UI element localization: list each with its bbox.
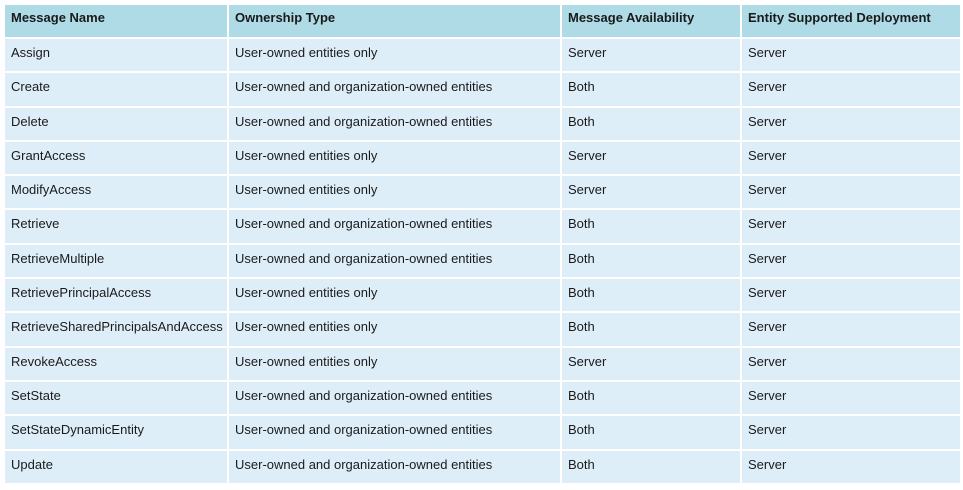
cell-entity-supported-deployment: Server: [742, 313, 960, 346]
cell-message-name: SetStateDynamicEntity: [5, 416, 227, 449]
table-row: Assign User-owned entities only Server S…: [5, 39, 960, 72]
table-row: Update User-owned and organization-owned…: [5, 450, 960, 483]
cell-message-name: RetrieveSharedPrincipalsAndAccess: [5, 313, 227, 346]
cell-ownership-type: User-owned and organization-owned entiti…: [229, 107, 560, 140]
cell-ownership-type: User-owned and organization-owned entiti…: [229, 381, 560, 415]
cell-entity-supported-deployment: Server: [742, 450, 960, 483]
cell-message-availability: Both: [562, 210, 740, 243]
cell-message-availability: Both: [562, 244, 740, 278]
cell-message-name: GrantAccess: [5, 141, 227, 175]
cell-message-name: Create: [5, 73, 227, 106]
cell-message-availability: Both: [562, 73, 740, 106]
cell-message-availability: Server: [562, 347, 740, 380]
cell-message-availability: Server: [562, 176, 740, 209]
cell-message-name: ModifyAccess: [5, 176, 227, 209]
cell-entity-supported-deployment: Server: [742, 73, 960, 106]
cell-ownership-type: User-owned and organization-owned entiti…: [229, 244, 560, 278]
cell-ownership-type: User-owned and organization-owned entiti…: [229, 210, 560, 243]
cell-message-name: RetrievePrincipalAccess: [5, 279, 227, 312]
table-header-row: Message Name Ownership Type Message Avai…: [5, 5, 960, 37]
cell-ownership-type: User-owned entities only: [229, 347, 560, 380]
cell-entity-supported-deployment: Server: [742, 210, 960, 243]
cell-entity-supported-deployment: Server: [742, 347, 960, 380]
cell-message-name: SetState: [5, 381, 227, 415]
cell-entity-supported-deployment: Server: [742, 39, 960, 72]
cell-entity-supported-deployment: Server: [742, 244, 960, 278]
header-message-name: Message Name: [5, 5, 227, 37]
cell-entity-supported-deployment: Server: [742, 176, 960, 209]
cell-ownership-type: User-owned and organization-owned entiti…: [229, 416, 560, 449]
cell-ownership-type: User-owned and organization-owned entiti…: [229, 73, 560, 106]
cell-entity-supported-deployment: Server: [742, 107, 960, 140]
cell-message-availability: Server: [562, 141, 740, 175]
cell-message-name: Delete: [5, 107, 227, 140]
cell-message-name: Retrieve: [5, 210, 227, 243]
header-ownership-type: Ownership Type: [229, 5, 560, 37]
table-row: RetrieveSharedPrincipalsAndAccess User-o…: [5, 313, 960, 346]
table-row: ModifyAccess User-owned entities only Se…: [5, 176, 960, 209]
table-row: RetrievePrincipalAccess User-owned entit…: [5, 279, 960, 312]
header-message-availability: Message Availability: [562, 5, 740, 37]
cell-message-availability: Both: [562, 416, 740, 449]
cell-ownership-type: User-owned entities only: [229, 313, 560, 346]
messages-table-container: Message Name Ownership Type Message Avai…: [3, 3, 962, 485]
cell-ownership-type: User-owned entities only: [229, 141, 560, 175]
header-entity-supported-deployment: Entity Supported Deployment: [742, 5, 960, 37]
cell-ownership-type: User-owned and organization-owned entiti…: [229, 450, 560, 483]
cell-message-name: Assign: [5, 39, 227, 72]
table-row: SetState User-owned and organization-own…: [5, 381, 960, 415]
cell-message-availability: Both: [562, 381, 740, 415]
cell-entity-supported-deployment: Server: [742, 416, 960, 449]
cell-message-name: RevokeAccess: [5, 347, 227, 380]
table-row: RetrieveMultiple User-owned and organiza…: [5, 244, 960, 278]
cell-entity-supported-deployment: Server: [742, 141, 960, 175]
cell-message-availability: Both: [562, 450, 740, 483]
table-row: GrantAccess User-owned entities only Ser…: [5, 141, 960, 175]
cell-entity-supported-deployment: Server: [742, 381, 960, 415]
table-row: Retrieve User-owned and organization-own…: [5, 210, 960, 243]
cell-message-name: RetrieveMultiple: [5, 244, 227, 278]
table-row: RevokeAccess User-owned entities only Se…: [5, 347, 960, 380]
cell-message-availability: Server: [562, 39, 740, 72]
cell-message-availability: Both: [562, 313, 740, 346]
table-row: Delete User-owned and organization-owned…: [5, 107, 960, 140]
table-row: SetStateDynamicEntity User-owned and org…: [5, 416, 960, 449]
cell-ownership-type: User-owned entities only: [229, 176, 560, 209]
messages-table: Message Name Ownership Type Message Avai…: [3, 3, 962, 485]
cell-entity-supported-deployment: Server: [742, 279, 960, 312]
cell-message-name: Update: [5, 450, 227, 483]
cell-message-availability: Both: [562, 107, 740, 140]
table-row: Create User-owned and organization-owned…: [5, 73, 960, 106]
cell-message-availability: Both: [562, 279, 740, 312]
cell-ownership-type: User-owned entities only: [229, 39, 560, 72]
cell-ownership-type: User-owned entities only: [229, 279, 560, 312]
